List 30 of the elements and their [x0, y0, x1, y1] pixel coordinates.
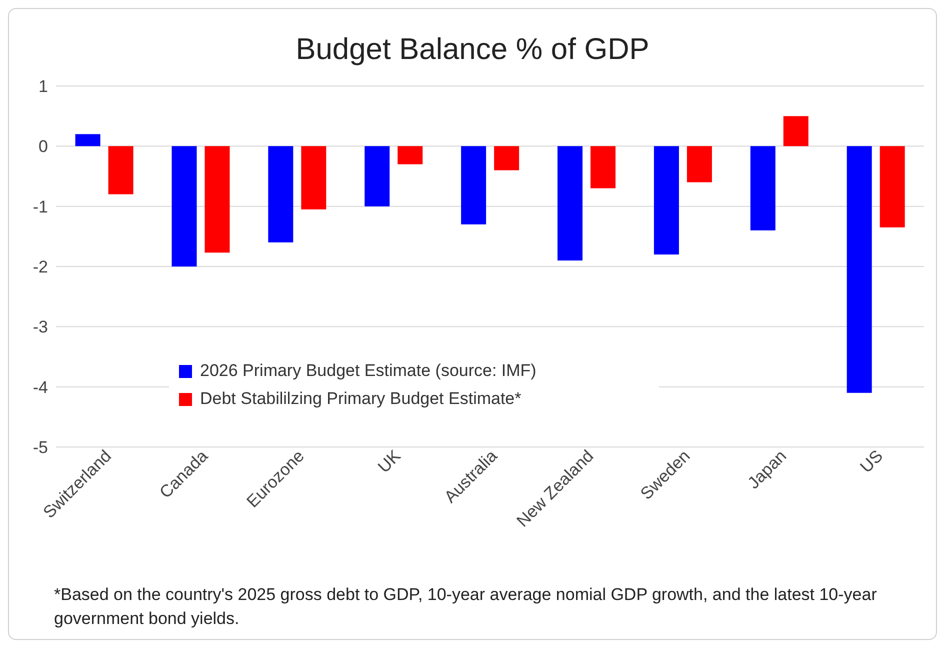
y-tick-label: -4 — [32, 378, 48, 397]
legend-label: 2026 Primary Budget Estimate (source: IMF) — [200, 360, 536, 382]
bar — [75, 134, 100, 146]
legend-label: Debt Stabililzing Primary Budget Estimate* — [200, 388, 522, 410]
bar — [783, 116, 808, 146]
y-tick-label: -2 — [32, 258, 48, 277]
bar — [846, 146, 872, 393]
bar — [558, 146, 583, 260]
bar — [494, 146, 520, 170]
bar — [590, 146, 616, 188]
bar — [364, 146, 390, 206]
bar — [108, 146, 134, 194]
bar — [750, 146, 776, 230]
bar — [172, 146, 197, 266]
y-tick-label: 0 — [38, 137, 48, 156]
y-tick-label: -3 — [32, 318, 48, 337]
x-tick-label: US — [856, 446, 887, 477]
bar — [654, 146, 679, 254]
y-tick-label: -1 — [32, 197, 48, 216]
chart-title: Budget Balance % of GDP — [294, 33, 650, 67]
bar — [686, 146, 712, 182]
x-tick-label: UK — [374, 446, 405, 477]
bar — [398, 146, 423, 164]
text: *Based on the country's 2025 gross debt to GDP, 10-year average nomial GDP growth, and the latest 10-year government bond yields. — [54, 584, 878, 630]
bar — [204, 146, 230, 253]
bar — [880, 146, 905, 228]
bar — [461, 146, 486, 224]
bar — [301, 146, 326, 210]
y-tick-label: 1 — [38, 77, 48, 96]
bar — [268, 146, 294, 242]
